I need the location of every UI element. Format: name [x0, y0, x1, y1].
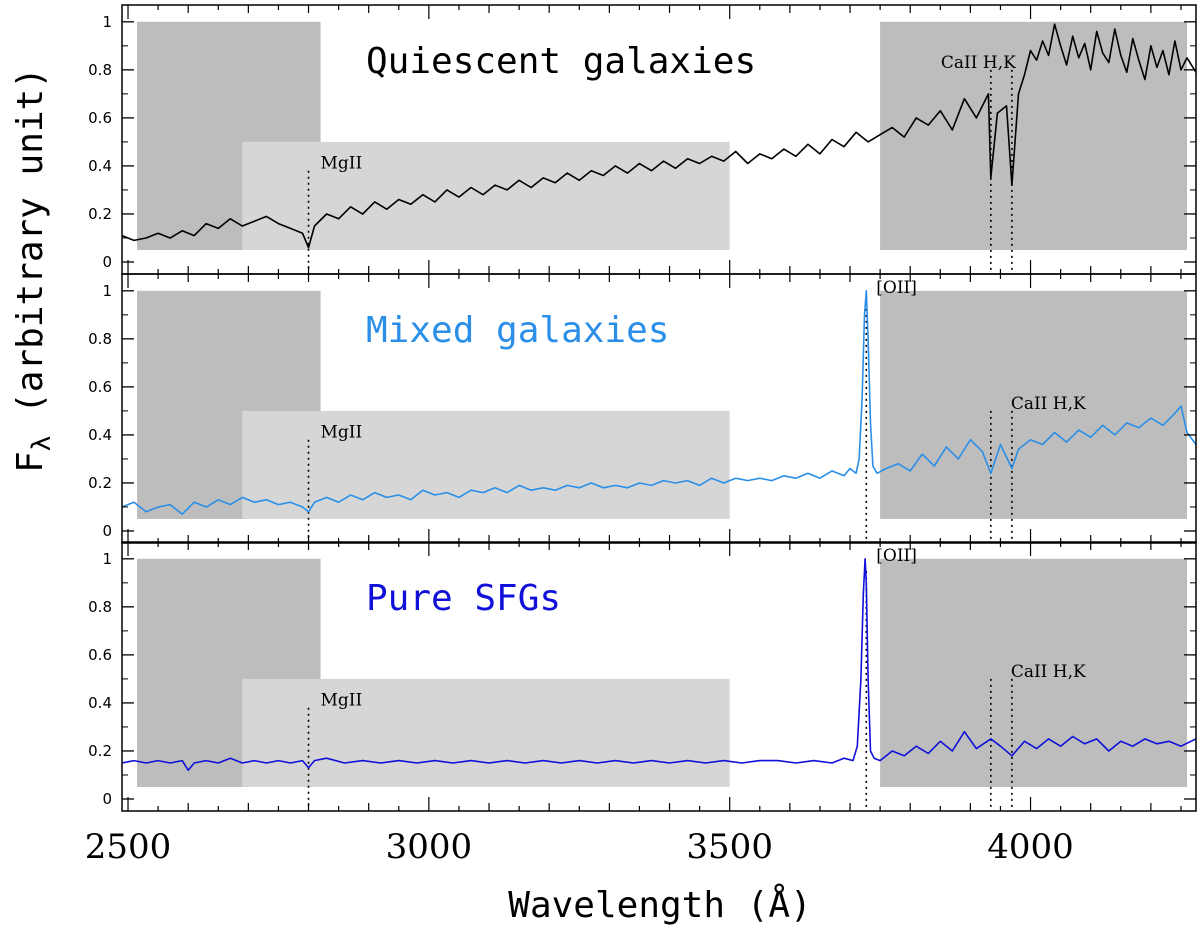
y-tick-label: 0.8 — [88, 598, 112, 616]
y-tick-label: 0.2 — [88, 205, 112, 223]
panel-frame — [121, 541, 1197, 812]
y-axis-title-main: F — [10, 451, 51, 473]
shaded-region-2 — [242, 678, 730, 787]
y-tick-label: 0.8 — [88, 330, 112, 348]
marker-label: CaII H,K — [1011, 394, 1086, 414]
marker-label: CaII H,K — [1011, 662, 1086, 682]
x-tick-label: 3500 — [686, 827, 773, 867]
x-axis: 2500 3000 3500 4000 — [85, 827, 1074, 867]
shaded-region-2 — [242, 410, 730, 519]
series-line — [122, 558, 1196, 771]
y-tick-label: 0.2 — [88, 474, 112, 492]
panel-1: MgII CaII H,K Quiescent galaxies 0 0.2 0.4 0.6… — [88, 4, 1197, 275]
y-tick-label: 1 — [102, 550, 112, 568]
marker-label: CaII H,K — [941, 53, 1016, 73]
y-axis-title: Fλ (arbitrary unit) — [10, 67, 57, 473]
x-tick-label: 2500 — [85, 827, 172, 867]
series-line — [122, 290, 1196, 515]
panel-title: Mixed galaxies — [366, 310, 669, 351]
y-tick-label: 0.2 — [88, 742, 112, 760]
y-tick-label: 0 — [102, 522, 112, 540]
panel-title: Pure SFGs — [366, 578, 561, 619]
marker-label: MgII — [321, 423, 363, 443]
panels-group: MgII CaII H,K Quiescent galaxies 0 0.2 0.4 0.6… — [88, 4, 1197, 812]
y-tick-label: 0.4 — [88, 426, 112, 444]
y-tick-label: 0 — [102, 253, 112, 271]
panel-title: Quiescent galaxies — [366, 41, 756, 82]
y-axis-title-subscript: λ — [27, 436, 57, 452]
y-tick-label: 0.4 — [88, 694, 112, 712]
panel-3: MgII [OII] CaII H,K Pure SFGs 0 0.2 0.4 0.6 0.8 1 — [88, 541, 1197, 812]
shaded-region-3 — [880, 21, 1187, 250]
y-axis-title-rest: (arbitrary unit) — [10, 67, 51, 435]
y-tick-label: 0 — [102, 790, 112, 808]
shaded-region-2 — [242, 141, 730, 250]
marker-label: MgII — [321, 691, 363, 711]
marker-label: [OII] — [876, 546, 917, 566]
series-line — [122, 23, 1196, 249]
y-tick-label: 1 — [102, 13, 112, 31]
y-tick-label: 0.6 — [88, 646, 112, 664]
shaded-region-3 — [880, 290, 1187, 519]
x-tick-label: 3000 — [386, 827, 473, 867]
shaded-region-3 — [880, 558, 1187, 787]
y-tick-label: 0.8 — [88, 61, 112, 79]
panel-frame — [121, 273, 1197, 544]
y-tick-label: 0.4 — [88, 157, 112, 175]
marker-label: [OII] — [876, 278, 917, 298]
panel-2: MgII [OII] CaII H,K Mixed galaxies 0 0.2 0.4 0.… — [88, 273, 1197, 544]
y-tick-label: 0.6 — [88, 109, 112, 127]
x-tick-label: 4000 — [987, 827, 1074, 867]
marker-label: MgII — [321, 154, 363, 174]
y-tick-label: 1 — [102, 282, 112, 300]
y-tick-label: 0.6 — [88, 378, 112, 396]
x-axis-title: Wavelength (Å) — [508, 883, 811, 926]
